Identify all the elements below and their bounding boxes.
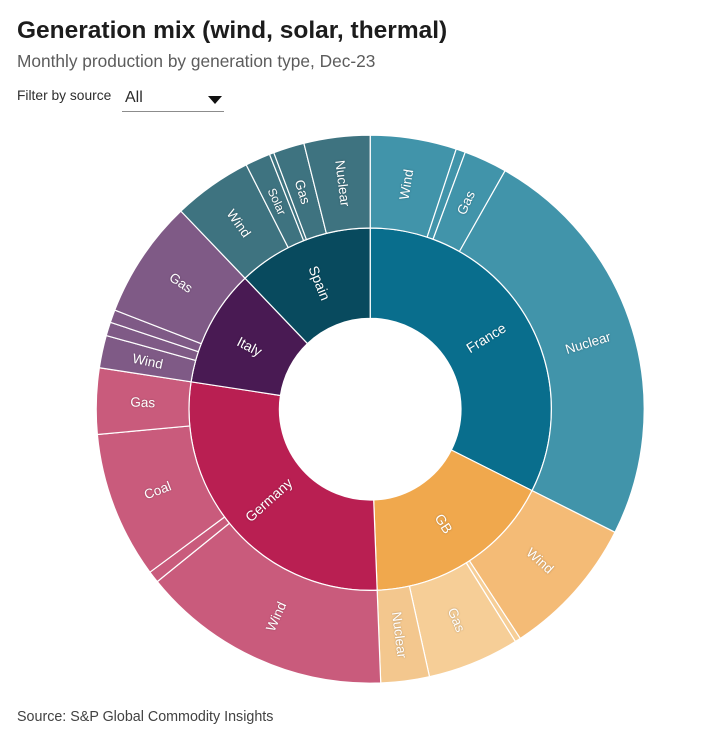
svg-text:Nuclear: Nuclear — [332, 159, 353, 208]
svg-text:Nuclear: Nuclear — [389, 611, 410, 660]
svg-text:Wind: Wind — [397, 168, 417, 201]
svg-text:Gas: Gas — [292, 178, 314, 206]
svg-text:Wind: Wind — [131, 351, 164, 372]
svg-text:Gas: Gas — [130, 395, 155, 411]
